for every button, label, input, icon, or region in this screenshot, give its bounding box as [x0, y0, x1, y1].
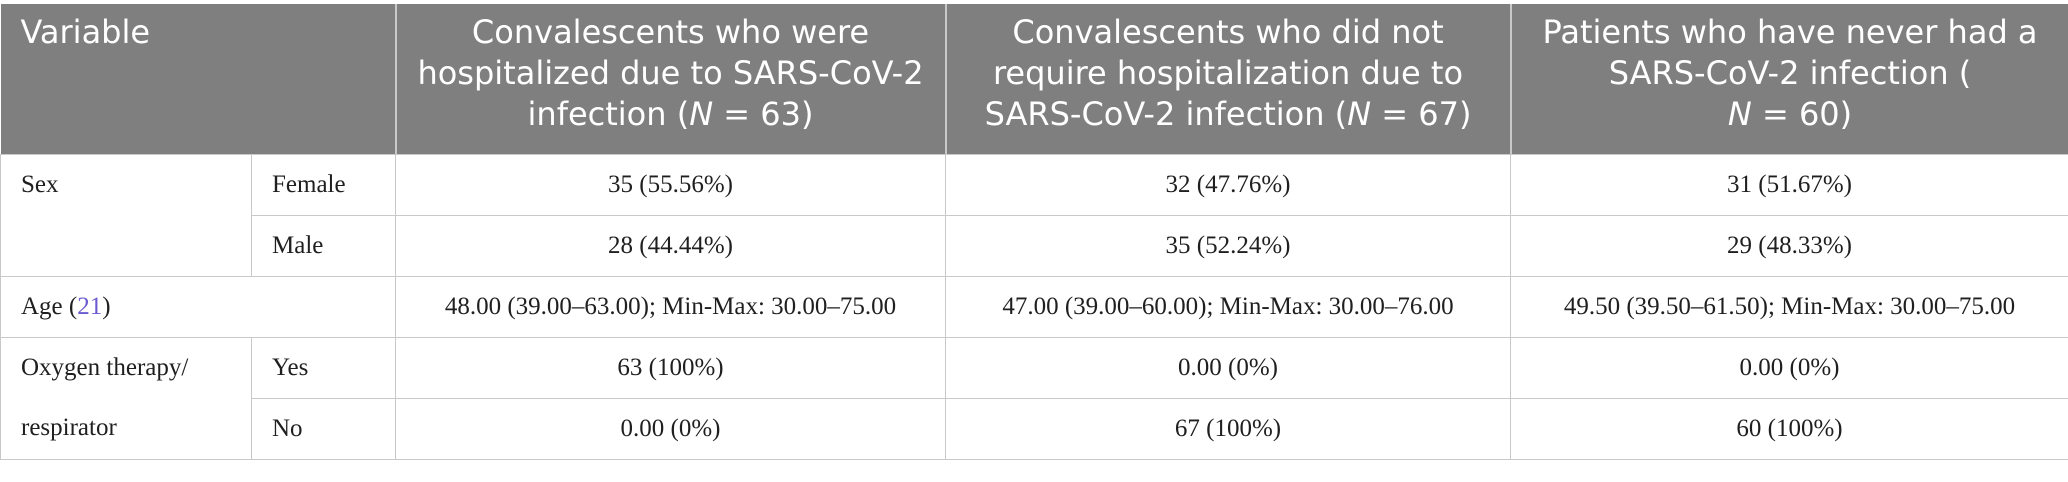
row-sublabel-yes: Yes [251, 336, 396, 399]
header-row: Variable Convalescents who were hospital… [0, 4, 2068, 154]
age-reference-link[interactable]: 21 [77, 292, 103, 320]
data-table: Variable Convalescents who were hospital… [0, 4, 2068, 460]
header-not-hospitalized-n: N [1347, 95, 1372, 133]
row-sublabel-no: No [251, 397, 396, 460]
age-label-tail: ) [102, 292, 111, 320]
header-not-hospitalized: Convalescents who did not require hospit… [945, 4, 1512, 154]
header-never-infected: Patients who have never had a SARS-CoV-2… [1510, 4, 2068, 154]
table-cell: 60 (100%) [1510, 397, 2068, 460]
table-cell: 35 (52.24%) [945, 214, 1511, 277]
table-cell: 47.00 (39.00–60.00); Min-Max: 30.00–76.0… [945, 275, 1511, 338]
header-variable: Variable [0, 4, 397, 154]
table-row-oxygen-no: No 0.00 (0%) 67 (100%) 60 (100%) [1, 397, 2068, 460]
age-label-text: Age ( [21, 292, 78, 320]
table-row-sex-female: Sex Female 35 (55.56%) 32 (47.76%) 31 (5… [0, 153, 2068, 277]
row-sublabel-female: Female [251, 153, 396, 216]
header-never-infected-n: N [1727, 95, 1752, 133]
table-cell: 31 (51.67%) [1510, 153, 2068, 216]
header-hospitalized-text: Convalescents who were hospitalized due … [417, 13, 924, 133]
table-cell: 0.00 (0%) [395, 397, 946, 460]
table-cell: 0.00 (0%) [945, 336, 1511, 399]
table-cell: 32 (47.76%) [945, 153, 1511, 216]
row-label-sex: Sex [0, 153, 252, 277]
table-cell: 49.50 (39.50–61.50); Min-Max: 30.00–75.0… [1510, 275, 2068, 338]
table-cell: 48.00 (39.00–63.00); Min-Max: 30.00–75.0… [395, 275, 946, 338]
table-cell: 29 (48.33%) [1510, 214, 2068, 277]
table-cell: 28 (44.44%) [395, 214, 946, 277]
header-not-hospitalized-text: Convalescents who did not require hospit… [984, 13, 1464, 133]
row-sublabel-male: Male [251, 214, 396, 277]
row-label-oxygen: Oxygen therapy/ respirator [0, 336, 252, 460]
header-not-hospitalized-count: = 67) [1371, 95, 1472, 133]
table-cell: 35 (55.56%) [395, 153, 946, 216]
table-row-sex-male: Male 28 (44.44%) 35 (52.24%) 29 (48.33%) [1, 214, 2068, 277]
row-label-age: Age (21) [0, 275, 396, 338]
header-hospitalized-count: = 63) [713, 95, 814, 133]
header-hospitalized: Convalescents who were hospitalized due … [395, 4, 947, 154]
header-never-infected-text: Patients who have never had a SARS-CoV-2… [1542, 13, 2038, 92]
table-row-oxygen-yes: Oxygen therapy/ respirator Yes 63 (100%)… [0, 336, 2068, 460]
table-cell: 63 (100%) [395, 336, 946, 399]
table-cell: 0.00 (0%) [1510, 336, 2068, 399]
header-hospitalized-n: N [689, 95, 714, 133]
table-row-age: Age (21) 48.00 (39.00–63.00); Min-Max: 3… [0, 275, 2068, 338]
table-cell: 67 (100%) [945, 397, 1511, 460]
header-never-infected-count: = 60) [1751, 95, 1853, 133]
